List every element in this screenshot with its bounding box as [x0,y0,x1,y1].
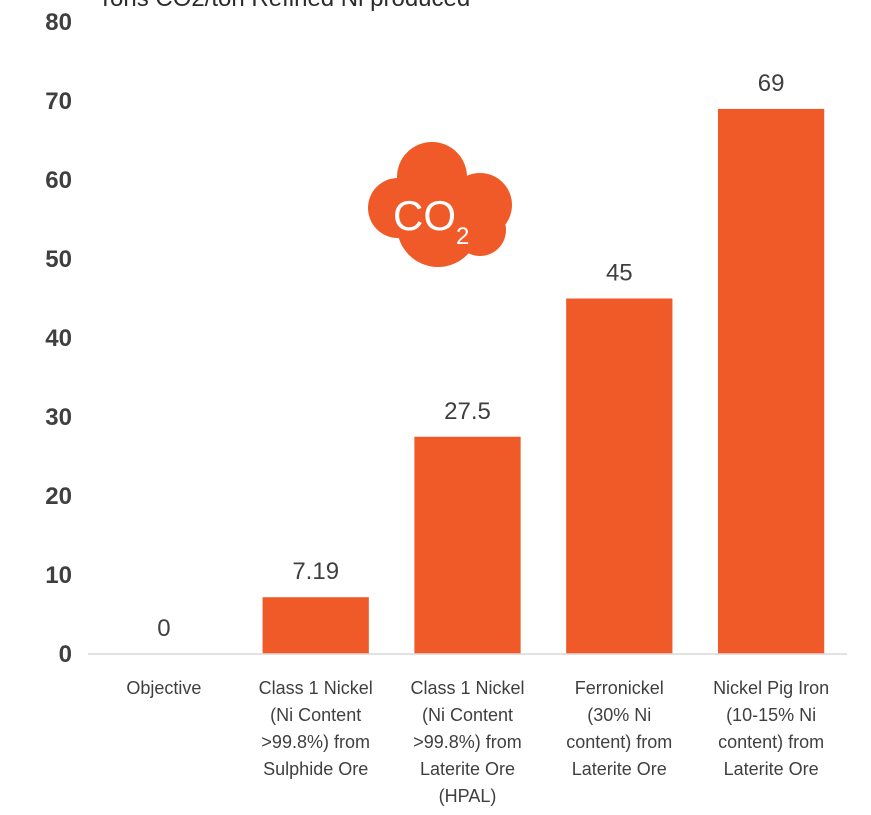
bars [262,108,825,654]
x-tick-label-line: Laterite Ore [572,759,667,779]
x-tick-label-line: Ferronickel [575,678,664,698]
x-tick-label: Class 1 Nickel (Ni Content >99.8%) from Lat… [410,678,524,806]
x-tick-label-line: >99.8%) from [261,732,370,752]
co2-text: CO2 [393,192,469,250]
y-tick-label: 50 [45,246,72,273]
y-tick-label: 70 [45,88,72,115]
y-tick-label: 0 [59,641,72,668]
x-tick-label-line: Nickel Pig Iron [713,678,829,698]
x-tick-label-line: (10-15% Ni [726,705,816,725]
y-tick-label: 40 [45,325,72,352]
data-label: 7.19 [292,558,339,585]
x-tick-label: Class 1 Nickel (Ni Content >99.8%) from Sul… [259,678,373,779]
x-tick-label-line: (HPAL) [439,786,497,806]
bar [414,436,521,654]
x-tick-label-line: Laterite Ore [420,759,515,779]
x-tick-label: Ferronickel (30% Ni content) from Laterite … [566,678,672,779]
data-label: 45 [606,260,633,287]
x-tick-label: Nickel Pig Iron (10-15% Ni content) from La… [713,678,829,779]
x-tick-label-line: >99.8%) from [413,732,522,752]
x-tick-label-line: Sulphide Ore [263,759,368,779]
data-label: 27.5 [444,398,491,425]
x-tick-label-line: (30% Ni [587,705,651,725]
y-axis: 0 10 20 30 40 50 60 70 80 [45,9,72,668]
x-tick-label-line: Class 1 Nickel [410,678,524,698]
co2-cloud-icon: CO2 [368,142,512,267]
x-tick-label-line: Class 1 Nickel [259,678,373,698]
chart-title: Tons CO2/ton Refined Ni produced [98,0,470,12]
x-tick-label: Objective [126,678,201,698]
y-tick-label: 20 [45,483,72,510]
x-tick-label-line: (Ni Content [270,705,361,725]
cloud-shape [368,142,512,267]
x-axis-labels: Objective Class 1 Nickel (Ni Content >99.8%… [126,678,829,806]
data-labels: 0 7.19 27.5 45 69 [157,70,784,642]
y-tick-label: 30 [45,404,72,431]
bar [717,108,825,654]
data-label: 69 [758,70,785,97]
x-tick-label-line: (Ni Content [422,705,513,725]
x-tick-label-line: content) from [566,732,672,752]
data-label: 0 [157,615,170,642]
x-tick-label-line: content) from [718,732,824,752]
y-tick-label: 10 [45,562,72,589]
x-tick-label-line: Laterite Ore [724,759,819,779]
y-tick-label: 60 [45,167,72,194]
bar [262,597,369,654]
x-tick-label-line: Objective [126,678,201,698]
bar [566,298,673,654]
y-tick-label: 80 [45,9,72,36]
